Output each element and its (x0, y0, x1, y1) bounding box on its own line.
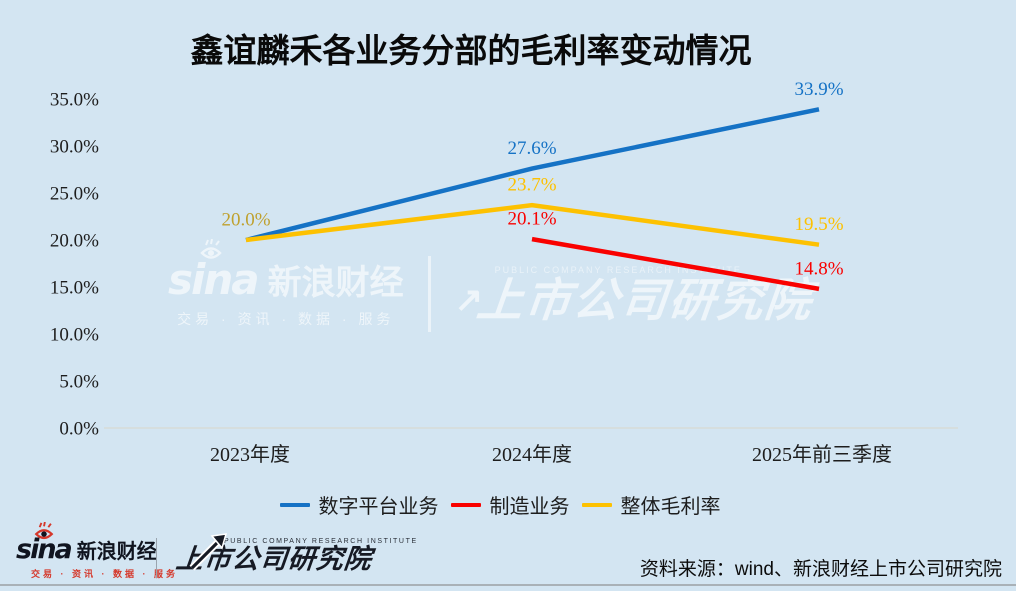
footer-institute-english: PUBLIC COMPANY RESEARCH INSTITUTE (224, 538, 418, 545)
data-point-label: 19.5% (794, 214, 843, 235)
legend-marker-blue (279, 502, 310, 507)
series-line-0 (245, 107, 820, 243)
legend-item-overall-margin: 整体毛利率 (581, 490, 721, 519)
bottom-border-line (0, 584, 1016, 586)
data-point-label: 33.9% (794, 79, 843, 100)
legend-item-manufacturing: 制造业务 (450, 490, 570, 519)
y-tick-label: 0.0% (59, 419, 99, 440)
x-tick-label: 2025年前三季度 (752, 443, 892, 466)
data-point-label: 20.1% (507, 209, 556, 230)
sina-eye-icon (31, 521, 57, 546)
y-tick-label: 20.0% (50, 231, 99, 252)
legend-label: 数字平台业务 (318, 496, 439, 518)
y-tick-label: 15.0% (50, 278, 99, 299)
legend-marker-red (450, 502, 481, 507)
y-tick-label: 10.0% (50, 325, 99, 346)
series-line-1 (531, 236, 820, 292)
y-tick-label: 35.0% (50, 90, 99, 111)
footer-arrow-icon (184, 532, 230, 577)
footer-bar: sina 新浪财经 交易 · 资讯 · 数据 · 服务 PUBLIC COMPA… (0, 521, 1016, 591)
y-tick-label: 30.0% (50, 137, 99, 158)
x-tick-label: 2023年度 (210, 443, 290, 466)
legend-item-digital-platform: 数字平台业务 (279, 490, 439, 519)
data-point-label: 27.6% (507, 138, 556, 159)
series-line-2 (245, 202, 820, 247)
y-tick-label: 25.0% (50, 184, 99, 205)
footer-institute-logo: PUBLIC COMPANY RESEARCH INSTITUTE 上市公司研究… (175, 533, 418, 575)
data-point-label: 20.0% (221, 210, 270, 231)
line-chart-plot: 35.0% 30.0% 25.0% 20.0% 15.0% 10.0% 5.0% 0.0% 20… (50, 79, 958, 466)
y-tick-label: 5.0% (59, 372, 99, 393)
data-source-text: 资料来源：wind、新浪财经上市公司研究院 (639, 559, 1002, 580)
legend-label: 制造业务 (489, 496, 570, 518)
footer-sina-tagline: 交易 · 资讯 · 数据 · 服务 (31, 569, 178, 579)
legend-label: 整体毛利率 (620, 496, 721, 518)
data-point-label: 23.7% (507, 175, 556, 196)
footer-divider (156, 538, 157, 578)
legend-marker-yellow (581, 502, 612, 507)
chart-title: 鑫谊麟禾各业务分部的毛利率变动情况 (190, 32, 752, 69)
x-tick-label: 2024年度 (492, 443, 572, 466)
footer-sina-logo: sina 新浪财经 交易 · 资讯 · 数据 · 服务 (16, 521, 178, 580)
data-point-label: 14.8% (794, 258, 843, 279)
footer-sina-text: sina (16, 534, 73, 565)
footer-sina-finance-text: 新浪财经 (76, 541, 157, 563)
chart-legend: 数字平台业务 制造业务 整体毛利率 (0, 490, 1000, 519)
